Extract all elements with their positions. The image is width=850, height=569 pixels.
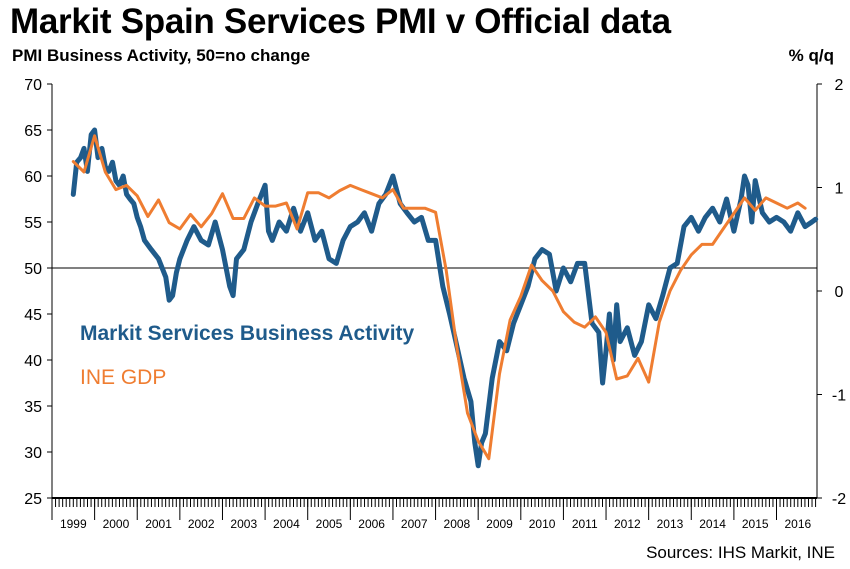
chart-title: Markit Spain Services PMI v Official dat… [10, 2, 671, 41]
year-label: 2012 [614, 517, 641, 531]
year-label: 2013 [657, 517, 684, 531]
series-line-pmi [70, 127, 819, 469]
left-tick-label: 30 [24, 445, 42, 462]
left-tick-label: 25 [24, 491, 42, 508]
left-tick-label: 55 [24, 215, 42, 232]
year-label: 2009 [486, 517, 513, 531]
year-label: 2002 [188, 517, 215, 531]
left-tick-label: 50 [24, 261, 42, 278]
right-tick-label: 1 [835, 181, 844, 198]
left-tick-label: 35 [24, 399, 42, 416]
year-label: 2005 [316, 517, 343, 531]
year-label: 2004 [273, 517, 300, 531]
year-label: 2015 [742, 517, 769, 531]
year-label: 1999 [60, 517, 87, 531]
right-tick-label: -1 [832, 388, 846, 405]
right-axis-label: % q/q [788, 46, 834, 65]
year-label: 2003 [230, 517, 257, 531]
series-line-gdp [71, 134, 807, 461]
year-label: 2007 [401, 517, 428, 531]
left-tick-label: 70 [24, 77, 42, 94]
right-tick-label: 2 [835, 77, 844, 94]
year-label: 2008 [444, 517, 471, 531]
chart-subtitle: PMI Business Activity, 50=no change [12, 46, 311, 65]
legend-pmi: Markit Services Business Activity [80, 322, 415, 345]
left-tick-label: 40 [24, 353, 42, 370]
right-tick-label: -2 [832, 491, 846, 508]
year-label: 2010 [529, 517, 556, 531]
source-note: Sources: IHS Markit, INE [646, 543, 835, 562]
year-label: 2001 [145, 517, 172, 531]
legend-gdp: INE GDP [80, 366, 167, 389]
year-label: 2011 [572, 517, 598, 531]
right-tick-label: 0 [835, 284, 844, 301]
year-label: 2006 [358, 517, 385, 531]
left-tick-label: 65 [24, 123, 42, 140]
left-tick-label: 60 [24, 169, 42, 186]
left-tick-label: 45 [24, 307, 42, 324]
year-label: 2000 [103, 517, 130, 531]
year-label: 2016 [784, 517, 811, 531]
year-label: 2014 [699, 517, 726, 531]
